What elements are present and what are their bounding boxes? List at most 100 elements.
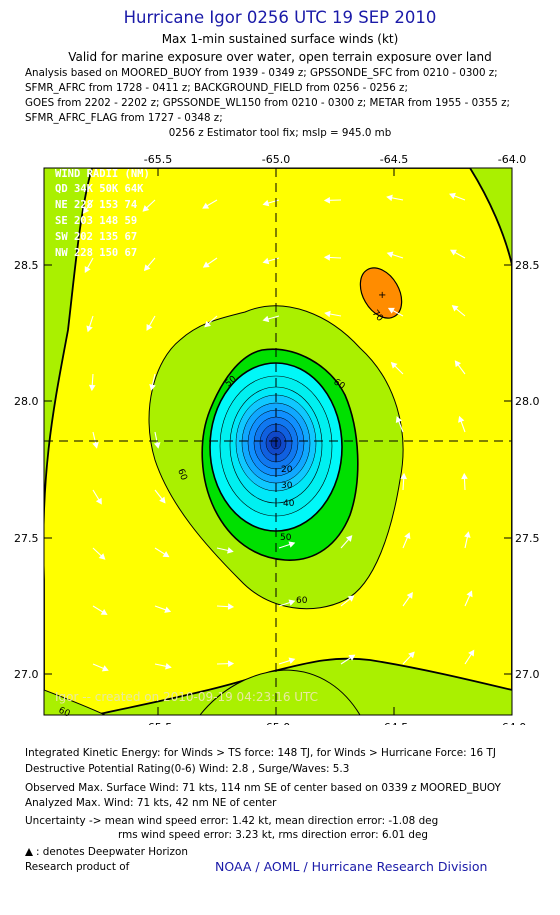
y-tick-right-1: 28.5 — [515, 259, 540, 272]
wind-arrow-head — [164, 606, 172, 613]
map-frame — [43, 167, 513, 716]
wind-arrow-head — [142, 205, 150, 212]
wind-arrow-head — [204, 320, 211, 328]
contour-label-50-south: 50 — [280, 533, 292, 543]
max-wind-marker: + — [378, 290, 386, 301]
wind-arrow-head — [464, 531, 471, 538]
wind-arrow-head — [202, 202, 210, 209]
axis-ticks — [44, 168, 512, 715]
wind-arrow — [514, 248, 527, 258]
y-tick-right-3: 27.5 — [515, 532, 540, 545]
page-title: Hurricane Igor 0256 UTC 19 SEP 2010 — [123, 8, 437, 27]
deepwater-legend: : denotes Deepwater Horizon — [25, 846, 188, 858]
wind-arrow-head — [262, 257, 270, 265]
wind-arrow-head — [202, 261, 210, 268]
x-tick-top-1: -65.5 — [144, 153, 172, 166]
contour-label-60-corner: 60 — [57, 706, 72, 720]
wind-arrow — [519, 360, 527, 374]
y-tick-left-2: 28.0 — [14, 395, 39, 408]
wind-arrow-head — [404, 532, 411, 540]
wind-arrow — [527, 591, 531, 606]
wind-arrow-head — [386, 251, 394, 258]
wind-arrow-head — [530, 649, 534, 654]
x-tick-top-3: -64.5 — [380, 153, 408, 166]
wind-arrow-head — [461, 472, 468, 480]
wind-radii-se: SE 203 148 59 — [55, 215, 137, 227]
wind-arrow-head — [513, 192, 518, 196]
platform-icon — [25, 848, 33, 856]
wind-arrow-head — [153, 442, 161, 449]
wind-arrow-head — [406, 592, 413, 599]
x-tick-bottom-4: -64.0 — [498, 721, 526, 725]
deepwater-text: : denotes Deepwater Horizon — [36, 846, 188, 858]
wind-arrow-head — [386, 194, 393, 202]
wind-arrow-head — [324, 310, 331, 318]
x-tick-top-2: -65.0 — [262, 153, 290, 166]
map-credit: Igor -- created on 2010-09-19 04:23:16 U… — [55, 690, 318, 704]
uncertainty-line-2: rms wind speed error: 3.23 kt, rms direc… — [118, 829, 428, 841]
analyzed-max-wind: Analyzed Max. Wind: 71 kts, 42 nm NE of … — [25, 797, 277, 809]
wind-arrow-head — [165, 663, 172, 670]
wind-radii-sw: SW 202 135 67 — [55, 231, 137, 243]
wind-arrow-head — [348, 654, 356, 661]
wind-arrow-head — [514, 248, 519, 253]
wind-arrow-head — [468, 649, 475, 657]
wind-arrow-head — [288, 599, 296, 606]
wind-arrow-head — [262, 315, 270, 323]
wind-arrow-head — [454, 360, 462, 368]
wind-arrow-head — [449, 192, 456, 200]
wind-arrow — [513, 192, 527, 200]
wind-arrow-head — [227, 660, 235, 667]
wind-arrow — [522, 417, 527, 432]
analysis-line-4: SFMR_AFRC_FLAG from 1727 - 0348 z; — [25, 112, 223, 124]
research-product: Research product of — [25, 861, 130, 873]
uncertainty-line-1: Uncertainty -> mean wind speed error: 1.… — [25, 815, 439, 827]
wind-arrow-head — [449, 249, 457, 256]
y-tick-left-1: 28.5 — [14, 259, 39, 272]
wind-arrow-head — [323, 197, 331, 204]
x-tick-bottom-1: -65.5 — [144, 721, 172, 725]
y-tick-left-3: 27.5 — [14, 532, 39, 545]
wind-arrow-head — [288, 541, 296, 548]
contour-bottom-bulge — [199, 669, 361, 715]
wind-arrow-head — [345, 535, 353, 542]
wind-vectors — [82, 192, 534, 672]
wind-arrow-head — [323, 254, 331, 261]
wind-arrow-head — [95, 497, 102, 505]
wind-arrow-head — [98, 553, 106, 560]
contour-label-60-south: 60 — [296, 596, 308, 606]
estimator-fix: 0256 z Estimator tool fix; mslp = 945.0 … — [168, 127, 392, 139]
wind-arrow-head — [149, 384, 156, 391]
ike-line: Integrated Kinetic Energy: for Winds > T… — [25, 747, 496, 759]
wind-arrow-head — [288, 657, 296, 664]
wind-arrow-head — [143, 264, 151, 272]
wind-arrow-head — [146, 323, 153, 331]
wind-arrow — [527, 649, 534, 664]
wind-arrow-head — [395, 416, 403, 423]
wind-field-map: + 20 30 40 50 60 50 60 60 70 60 WIND RAD… — [14, 153, 540, 725]
observed-max-wind: Observed Max. Surface Wind: 71 kts, 114 … — [25, 782, 501, 794]
subtitle-winds: Max 1-min sustained surface winds (kt) — [161, 32, 399, 46]
wind-radii-header: QD 34K 50K 64K — [55, 183, 144, 195]
wind-arrow-head — [523, 474, 528, 479]
wind-radii-ne: NE 228 153 74 — [55, 199, 137, 211]
wind-arrow-head — [387, 307, 395, 314]
wind-arrow-head — [162, 551, 170, 558]
contour-label-20: 20 — [281, 465, 293, 475]
wind-arrow-head — [528, 591, 533, 596]
wind-arrow-head — [84, 266, 91, 274]
wind-arrow-head — [347, 595, 355, 602]
wind-arrow-head — [521, 417, 526, 422]
contour-label-60-west: 60 — [175, 468, 188, 482]
wind-arrow-head — [101, 665, 109, 672]
subtitle-exposure: Valid for marine exposure over water, op… — [68, 50, 492, 64]
wind-arrow-head — [458, 415, 465, 423]
y-tick-right-2: 28.0 — [515, 395, 540, 408]
wind-radii-title: WIND RADII (NM) — [55, 168, 150, 180]
analysis-line-2: SFMR_AFRC from 1728 - 0411 z; BACKGROUND… — [25, 82, 408, 94]
wind-arrow-head — [519, 360, 523, 365]
contour-label-40: 40 — [283, 499, 295, 509]
x-tick-bottom-3: -64.5 — [380, 721, 408, 725]
x-tick-top-4: -64.0 — [498, 153, 526, 166]
noaa-credit[interactable]: NOAA / AOML / Hurricane Research Divisio… — [215, 859, 488, 874]
